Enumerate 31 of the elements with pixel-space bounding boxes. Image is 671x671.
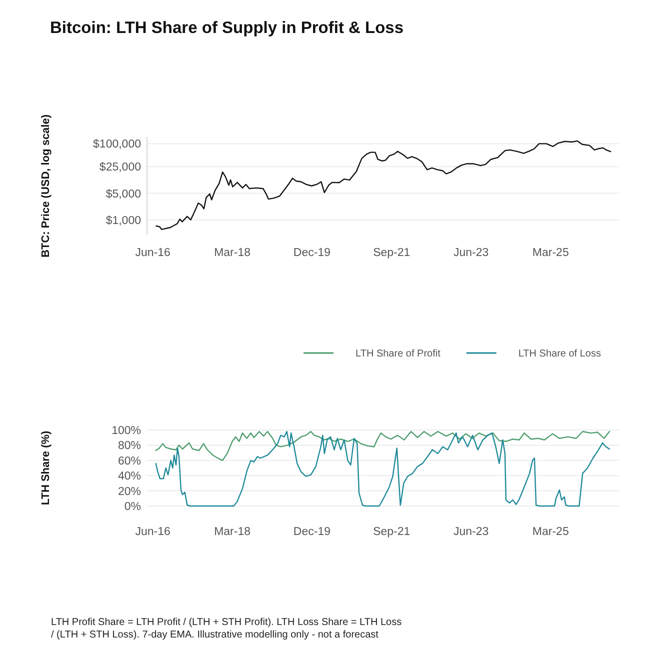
x-tick-label: Jun-16 (135, 247, 170, 259)
y-axis-title: LTH Share (%) (40, 430, 52, 506)
x-tick-label: Dec-19 (293, 247, 331, 259)
line-series (155, 430, 610, 461)
x-tick-label: Sep-21 (373, 247, 410, 259)
y-tick-label: $1,000 (106, 214, 141, 227)
legend-label: LTH Share of Profit (356, 348, 441, 360)
x-tick-label: Dec-19 (293, 526, 331, 538)
text: LTH Profit Share = LTH Profit / (LTH + STH Profit). LTH Loss Share = LTH Loss / (LTH + STH Loss). 7-day EMA. Illustrative modelling only - not a forecast (51, 617, 402, 640)
y-tick-label: $100,000 (93, 138, 141, 151)
y-tick-label: 100% (112, 425, 141, 438)
chart-title: Bitcoin: LTH Share of Supply in Profit & Loss (50, 19, 404, 37)
y-tick-label: 40% (118, 470, 141, 483)
line-series (155, 430, 610, 507)
y-tick-label: 80% (118, 440, 141, 452)
x-tick-label: Mar-18 (214, 526, 251, 538)
y-tick-label: 0% (124, 501, 141, 514)
x-tick-label: Mar-25 (532, 247, 569, 259)
y-tick-label: 20% (118, 486, 141, 498)
x-tick-label: Jun-16 (135, 526, 170, 538)
x-tick-label: Mar-25 (532, 526, 569, 538)
line-series (156, 140, 612, 230)
y-axis-title: BTC: Price (USD, log scale) (40, 114, 52, 258)
x-tick-label: Jun-23 (454, 526, 489, 538)
y-tick-label: 60% (118, 455, 141, 468)
y-tick-label: $5,000 (106, 188, 141, 200)
x-tick-label: Sep-21 (373, 526, 410, 538)
legend-label: LTH Share of Loss (518, 348, 602, 360)
x-tick-label: Mar-18 (214, 247, 251, 259)
y-tick-label: $25,000 (99, 162, 141, 174)
x-tick-label: Jun-23 (454, 247, 489, 259)
